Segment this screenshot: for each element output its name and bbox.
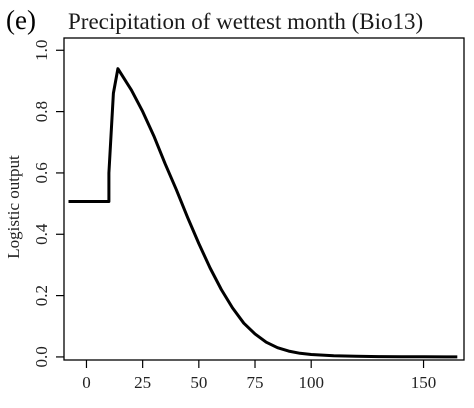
y-tick-label: 0.6 xyxy=(32,162,51,183)
x-tick-label: 50 xyxy=(190,373,207,392)
x-tick-label: 100 xyxy=(298,373,324,392)
plot-frame xyxy=(63,37,465,361)
x-tick-label: 0 xyxy=(82,373,91,392)
y-tick-label: 1.0 xyxy=(32,40,51,61)
y-tick-label: 0.4 xyxy=(32,223,51,245)
series-line xyxy=(68,67,458,359)
x-tick-label: 150 xyxy=(411,373,437,392)
x-tick-label: 75 xyxy=(247,373,264,392)
y-tick-label: 0.2 xyxy=(32,285,51,306)
plot-area: 0 25 50 75 100 150 0.0 0.2 0.4 0.6 0.8 1.0 xyxy=(32,37,465,392)
y-tick-label: 0.8 xyxy=(32,101,51,122)
x-tick-label: 25 xyxy=(134,373,151,392)
chart-title: Precipitation of wettest month (Bio13) xyxy=(68,9,423,34)
y-tick-label: 0.0 xyxy=(32,346,51,367)
y-axis-title: Logistic output xyxy=(4,155,23,259)
panel-label: (e) xyxy=(6,5,36,35)
